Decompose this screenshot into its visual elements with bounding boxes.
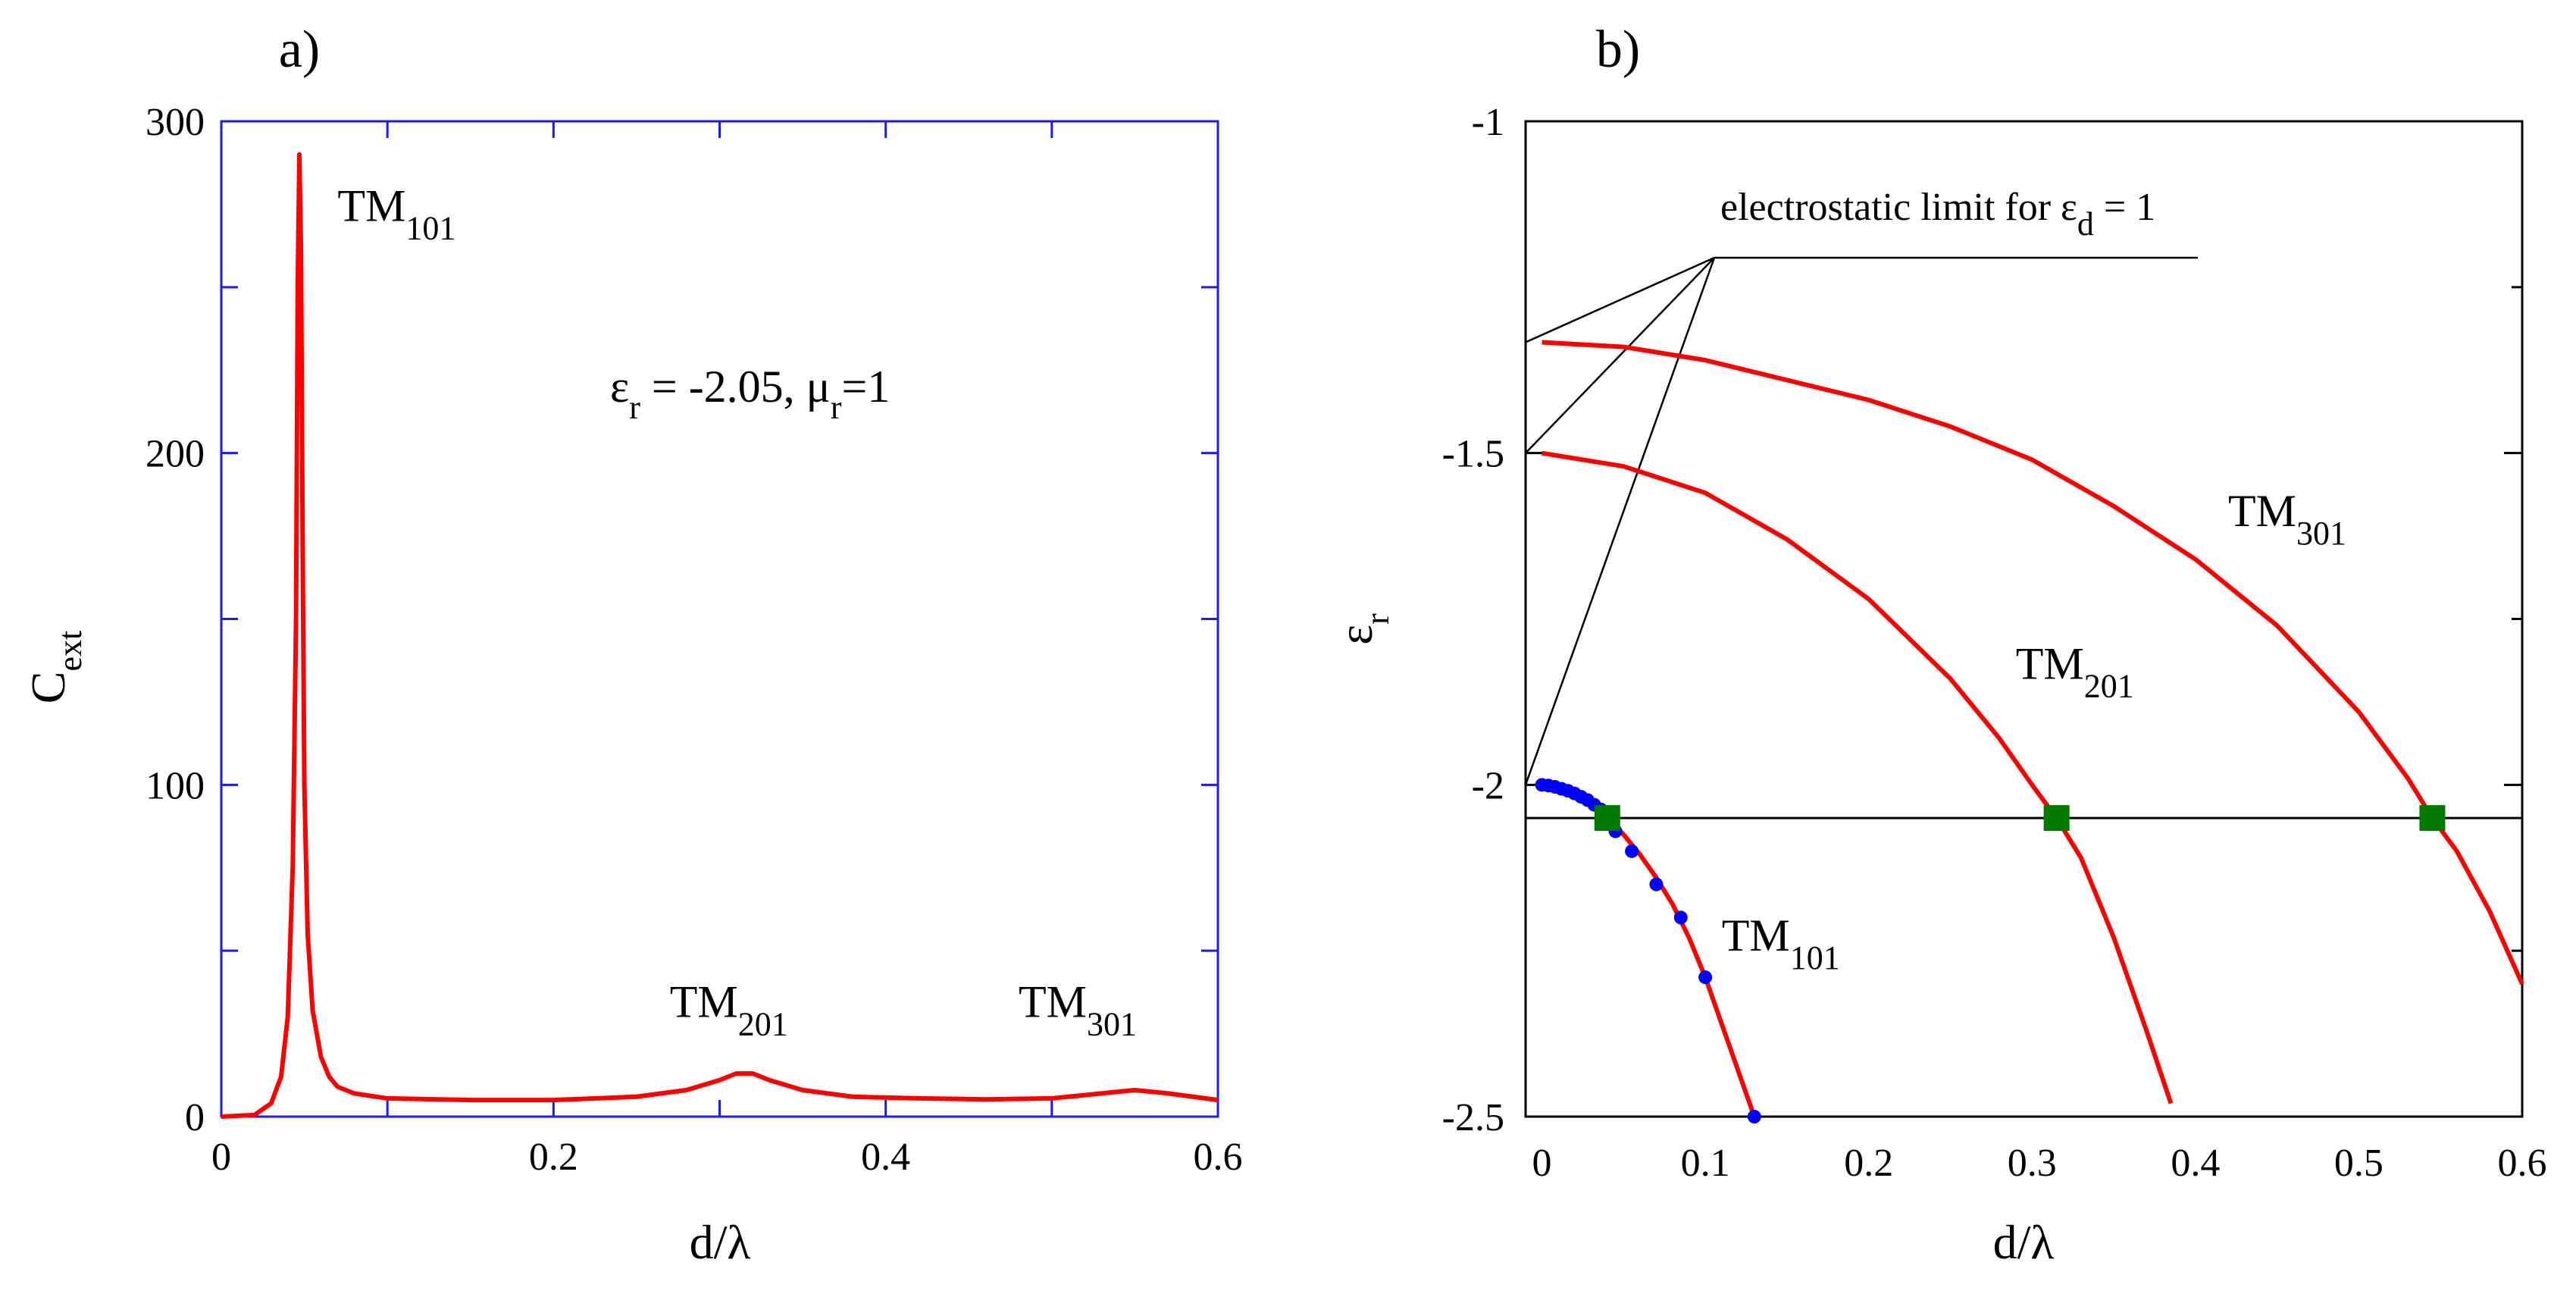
mu-sub: r xyxy=(831,389,842,426)
x-tick-label: 0.5 xyxy=(2334,1142,2384,1185)
limit-leader-line xyxy=(1524,257,1716,785)
mode-label-sub: 301 xyxy=(1087,1006,1137,1043)
blue-data-point xyxy=(1673,910,1688,925)
y-tick-label: -2 xyxy=(1472,764,1504,807)
panel-a-mode-label-201: TM201 xyxy=(670,977,788,1043)
panel-a-mode-label-101: TM101 xyxy=(337,180,455,246)
mode-label-main: TM xyxy=(1019,977,1087,1027)
y-tick-label: -2.5 xyxy=(1442,1096,1504,1139)
mode-label-main: TM xyxy=(2228,486,2296,536)
mode-label-sub: 201 xyxy=(738,1006,788,1043)
intersection-marker xyxy=(1594,805,1620,832)
y-tick-label: 100 xyxy=(146,764,205,807)
panel-a-mode-label-301: TM301 xyxy=(1019,977,1137,1043)
panel-b-mode-label-301: TM301 xyxy=(2228,486,2346,552)
mode-label-main: TM xyxy=(337,180,405,230)
x-tick-label: 0 xyxy=(1532,1142,1552,1185)
y-tick-label: 300 xyxy=(146,101,205,144)
eps-text: = -2.05, μ xyxy=(640,362,831,412)
x-tick-label: 0.3 xyxy=(2008,1142,2057,1185)
panel-a-label: a) xyxy=(279,20,320,79)
panel-a-y-axis-label: Cext xyxy=(21,631,89,703)
series-line-tm201 xyxy=(1542,450,2174,1104)
x-tick-label: 0.4 xyxy=(861,1136,910,1179)
panel-b-y-axis-label: εr xyxy=(1329,613,1396,645)
y-tick-label: -1 xyxy=(1472,101,1504,144)
x-tick-label: 0.6 xyxy=(1194,1136,1243,1179)
y-label-main: C xyxy=(21,672,75,704)
intersection-marker xyxy=(2419,805,2446,832)
blue-data-point xyxy=(1649,877,1664,891)
x-tick-label: 0 xyxy=(211,1136,231,1179)
panel-b-mode-label-201: TM201 xyxy=(2016,638,2134,704)
y-tick-label: 0 xyxy=(185,1096,205,1139)
panel-a-frame xyxy=(220,120,1219,1118)
limit-leader-line xyxy=(1525,257,1715,454)
blue-data-point xyxy=(1747,1110,1761,1123)
blue-data-point xyxy=(1698,970,1713,985)
mode-label-main: TM xyxy=(670,977,738,1027)
electrostatic-limit-label: electrostatic limit for εd = 1 xyxy=(1720,186,2155,243)
mode-label-sub: 301 xyxy=(2296,515,2346,552)
y-label-main: ε xyxy=(1329,625,1382,645)
panel-b-x-axis-label: d/λ xyxy=(1993,1215,2055,1269)
series-line-cext xyxy=(221,152,1219,1119)
series-line-tm301 xyxy=(1542,340,2524,985)
x-tick-label: 0.2 xyxy=(529,1136,578,1179)
x-tick-label: 0.2 xyxy=(1844,1142,1893,1185)
x-tick-label: 0.4 xyxy=(2171,1142,2220,1185)
mode-label-sub: 201 xyxy=(2084,667,2134,704)
mode-label-sub: 101 xyxy=(405,209,455,246)
material-annotation: εr = -2.05, μr=1 xyxy=(610,362,890,426)
mode-label-main: TM xyxy=(1722,910,1790,960)
eps-symbol: ε xyxy=(610,362,629,412)
eps-sub: r xyxy=(629,389,640,426)
limit-leader-line xyxy=(1525,256,1715,343)
x-tick-label: 0.6 xyxy=(2498,1142,2547,1185)
blue-data-point xyxy=(1625,844,1639,858)
panel-b-frame xyxy=(1524,120,2524,1118)
electrostatic-limit-leaders xyxy=(1524,256,2198,785)
panel-b: b) 0 0.1 0.2 0.3 0.4 0.5 0.6 -1 -1.5 -2 -2.5 elect… xyxy=(1329,20,2547,1269)
limit-label-sub: d xyxy=(2077,205,2094,243)
mode-label-sub: 101 xyxy=(1790,939,1840,976)
mu-text: =1 xyxy=(842,362,890,412)
panel-b-mode-label-101: TM101 xyxy=(1722,910,1840,976)
limit-label-main: electrostatic limit for ε xyxy=(1720,186,2077,229)
y-label-sub: ext xyxy=(52,631,89,672)
intersection-marker xyxy=(2043,805,2070,832)
panel-a-x-axis-label: d/λ xyxy=(690,1215,751,1269)
mode-label-main: TM xyxy=(2016,638,2084,688)
panel-b-label: b) xyxy=(1596,20,1640,79)
y-tick-label: -1.5 xyxy=(1442,433,1504,476)
limit-label-tail: = 1 xyxy=(2094,186,2155,229)
y-label-sub: r xyxy=(1359,613,1396,625)
x-tick-label: 0.1 xyxy=(1681,1142,1730,1185)
y-tick-label: 200 xyxy=(146,433,205,476)
